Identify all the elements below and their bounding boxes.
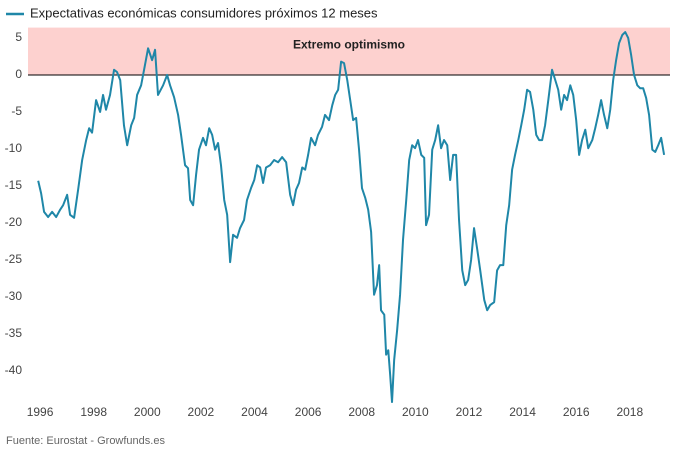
x-tick-label: 2010	[402, 405, 429, 419]
y-tick-label: -40	[5, 363, 23, 377]
y-tick-label: -10	[5, 141, 23, 155]
series-line	[37, 31, 666, 404]
x-tick-label: 1998	[80, 405, 107, 419]
x-tick-label: 2016	[563, 405, 590, 419]
band-label: Extremo optimismo	[293, 37, 405, 51]
band	[28, 27, 670, 75]
y-tick-label: 5	[15, 30, 22, 44]
y-tick-label: -20	[5, 215, 23, 229]
y-tick-label: -5	[11, 104, 22, 118]
x-tick-label: 2012	[456, 405, 483, 419]
x-tick-label: 2006	[295, 405, 322, 419]
y-tick-label: -35	[5, 326, 23, 340]
x-tick-label: 1996	[27, 405, 54, 419]
y-tick-label: 0	[15, 67, 22, 81]
x-tick-label: 2000	[134, 405, 161, 419]
x-tick-label: 2002	[188, 405, 215, 419]
x-tick-label: 2014	[509, 405, 536, 419]
legend-label: Expectativas económicas consumidores pró…	[30, 5, 378, 20]
x-tick-label: 2004	[241, 405, 268, 419]
x-tick-label: 2008	[348, 405, 375, 419]
y-tick-label: -30	[5, 289, 23, 303]
y-tick-label: -15	[5, 178, 23, 192]
y-tick-label: -25	[5, 252, 23, 266]
source: Fuente: Eurostat - Growfunds.es	[6, 435, 165, 447]
x-tick-label: 2018	[616, 405, 643, 419]
